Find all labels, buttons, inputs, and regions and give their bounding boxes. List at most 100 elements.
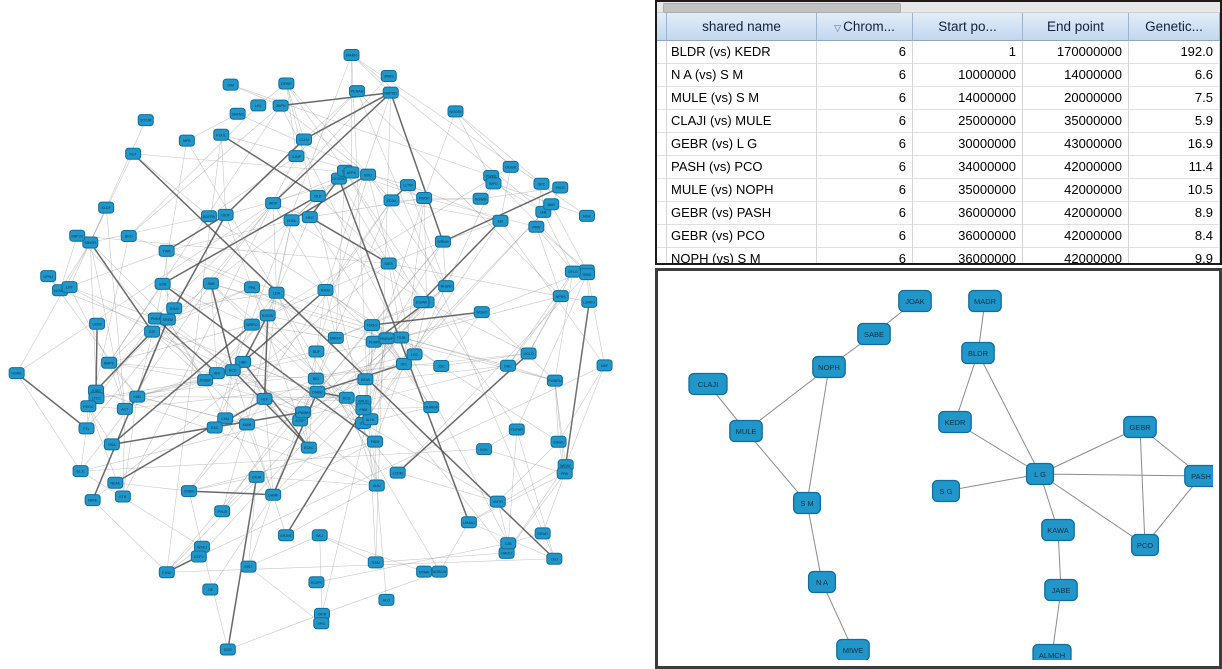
network-node[interactable]: ELJL <box>72 465 89 478</box>
network-edge[interactable] <box>90 242 126 409</box>
network-node[interactable]: OUJ <box>546 552 563 565</box>
network-edge[interactable] <box>210 283 387 339</box>
network-node-claji[interactable]: CLAJI <box>688 372 728 396</box>
network-node-noph[interactable]: NOPH <box>812 355 846 379</box>
network-edge[interactable] <box>303 90 358 140</box>
network-edge[interactable] <box>237 113 425 199</box>
network-node[interactable]: OIM <box>222 78 239 91</box>
network-node[interactable]: JJE <box>202 583 219 596</box>
network-node[interactable]: SHKNS <box>229 107 246 120</box>
value-cell[interactable]: 6 <box>817 179 913 202</box>
edge-name-cell[interactable]: NOPH (vs) S M <box>667 248 817 263</box>
network-node[interactable]: BKO <box>120 229 137 242</box>
network-edge[interactable] <box>338 178 389 264</box>
network-node[interactable]: OLK <box>309 190 326 203</box>
network-node[interactable]: JDC <box>433 359 450 372</box>
network-edge[interactable] <box>272 92 392 204</box>
network-node[interactable]: SOTJR <box>137 114 154 127</box>
network-node[interactable]: OSA <box>103 438 120 451</box>
network-edge[interactable] <box>500 220 605 366</box>
value-cell[interactable]: 8.4 <box>1129 225 1220 248</box>
network-node-joak[interactable]: JOAK <box>898 289 932 313</box>
network-edge[interactable] <box>414 302 427 355</box>
network-edge[interactable] <box>586 270 605 366</box>
value-cell[interactable]: 36000000 <box>913 248 1023 263</box>
value-cell[interactable]: 36000000 <box>913 225 1023 248</box>
network-edge[interactable] <box>390 92 444 242</box>
network-edge[interactable] <box>77 235 248 425</box>
column-header-end-point[interactable]: End point <box>1023 13 1129 41</box>
network-edge[interactable] <box>90 153 134 243</box>
network-edge[interactable] <box>69 286 156 319</box>
network-edge[interactable] <box>273 441 376 495</box>
column-header-shared-name[interactable]: shared name <box>667 13 817 41</box>
network-edge[interactable] <box>285 485 377 536</box>
network-edge[interactable] <box>122 156 297 497</box>
network-edge[interactable] <box>362 422 498 502</box>
network-edge[interactable] <box>272 203 277 293</box>
network-edge[interactable] <box>16 242 91 374</box>
network-edge[interactable] <box>321 571 440 615</box>
network-edge[interactable] <box>554 380 559 442</box>
network-edge[interactable] <box>210 283 218 374</box>
network-edge[interactable] <box>128 105 259 237</box>
network-node[interactable]: SJNP <box>288 150 305 163</box>
network-edge[interactable] <box>745 430 808 504</box>
network-edge[interactable] <box>493 183 544 213</box>
network-node[interactable]: HLO <box>378 593 395 606</box>
network-node[interactable]: DIES <box>380 257 397 270</box>
network-edge[interactable] <box>423 111 456 199</box>
network-node[interactable]: UGLO <box>520 347 537 360</box>
network-node[interactable]: KUD <box>129 390 146 403</box>
value-cell[interactable]: 6 <box>817 41 913 64</box>
value-cell[interactable]: 6 <box>817 248 913 263</box>
network-node[interactable]: KCK <box>476 443 493 456</box>
network-edge[interactable] <box>565 365 605 466</box>
value-cell[interactable]: 35000000 <box>913 179 1023 202</box>
network-node[interactable]: UMTR <box>489 495 506 508</box>
network-edge[interactable] <box>554 380 565 474</box>
value-cell[interactable]: 6.6 <box>1129 64 1220 87</box>
network-node[interactable]: GHAI <box>166 302 183 315</box>
value-cell[interactable]: 36000000 <box>913 202 1023 225</box>
network-edge[interactable] <box>188 476 257 492</box>
value-cell[interactable]: 5.9 <box>1129 110 1220 133</box>
network-edge[interactable] <box>166 214 227 252</box>
network-edge[interactable] <box>204 379 265 400</box>
network-node[interactable]: FNM <box>355 403 372 416</box>
column-header-chrom---[interactable]: ▽ Chrom... <box>817 13 913 41</box>
network-node[interactable]: MIRE <box>84 494 101 507</box>
network-node[interactable]: DFWE <box>278 77 295 90</box>
network-edge[interactable] <box>442 220 501 242</box>
network-edge[interactable] <box>516 274 588 430</box>
network-edge[interactable] <box>188 424 248 492</box>
edge-name-cell[interactable]: GEBR (vs) PASH <box>667 202 817 225</box>
network-node-pco[interactable]: PCO <box>1130 533 1160 557</box>
network-edge[interactable] <box>407 184 501 222</box>
network-edge[interactable] <box>1144 475 1202 546</box>
network-node-sg[interactable]: S G <box>931 479 961 503</box>
network-node[interactable]: HLF <box>256 392 273 405</box>
network-node[interactable]: RCIPR <box>308 576 325 589</box>
network-edge[interactable] <box>201 546 229 650</box>
network-node-madr[interactable]: MADR <box>968 289 1002 313</box>
network-node[interactable]: LGC <box>406 348 423 361</box>
network-edge[interactable] <box>133 153 352 173</box>
network-edge[interactable] <box>285 408 365 536</box>
network-edge[interactable] <box>403 211 544 365</box>
network-edge[interactable] <box>286 83 305 140</box>
network-edge[interactable] <box>242 289 326 363</box>
network-node[interactable]: MFB <box>178 134 195 147</box>
network-edge[interactable] <box>319 535 323 614</box>
network-node-almch[interactable]: ALMCH <box>1032 643 1072 661</box>
network-edge[interactable] <box>564 301 590 474</box>
network-edge[interactable] <box>455 111 542 184</box>
network-node[interactable]: WLJ <box>311 529 328 542</box>
network-node[interactable]: LIGW <box>89 317 106 330</box>
network-node[interactable]: LSAKG <box>581 295 598 308</box>
network-node[interactable]: BCD <box>224 364 241 377</box>
network-edge[interactable] <box>216 372 364 424</box>
network-node[interactable]: EAC <box>206 421 223 434</box>
network-edge[interactable] <box>232 54 352 371</box>
network-edge[interactable] <box>210 283 234 371</box>
